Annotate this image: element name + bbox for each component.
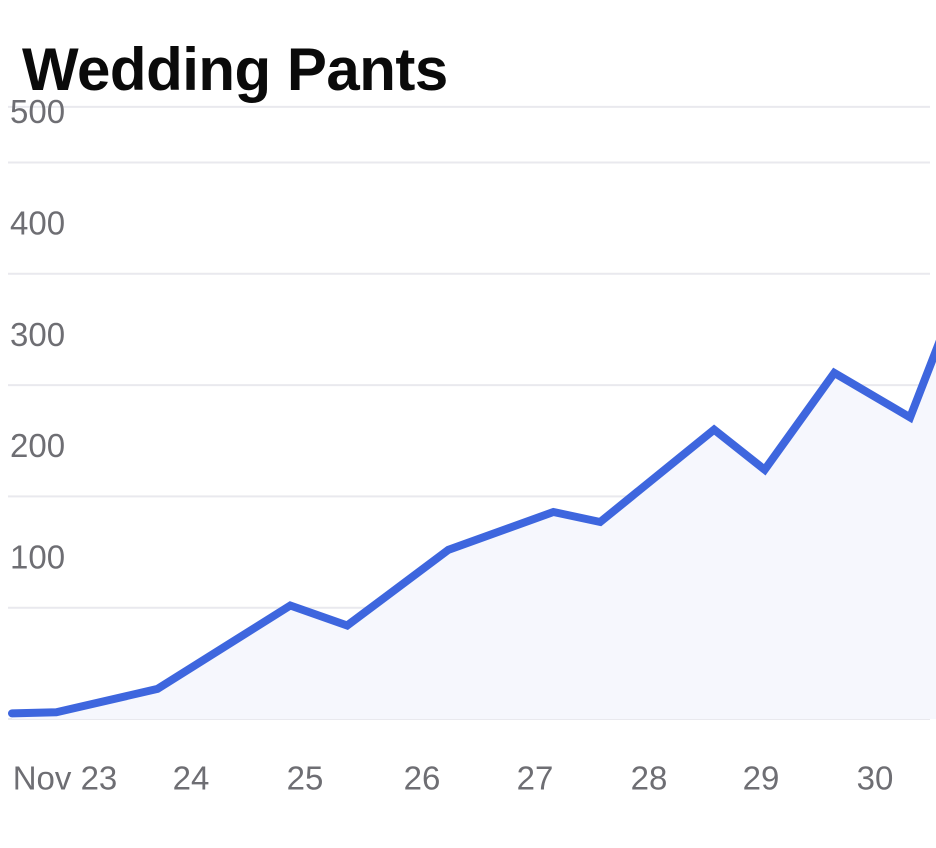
series-path [8,339,936,718]
y-tick-label: 500 [10,93,65,130]
x-tick-label: 30 [857,760,894,797]
chart-title: Wedding Pants [22,36,448,103]
y-tick-label: 400 [10,205,65,242]
y-axis-ticks: 100 200 300 400 500 [10,93,65,575]
x-axis-ticks: Nov 23 24 25 26 27 28 29 30 [13,760,894,797]
x-tick-label: 26 [404,760,441,797]
series-area [12,350,936,719]
area-fill [12,350,936,719]
series-line [8,339,936,718]
x-tick-label: 28 [631,760,668,797]
x-tick-label: 24 [173,760,210,797]
x-tick-label: Nov 23 [13,760,118,797]
x-tick-label: 27 [517,760,554,797]
y-tick-label: 200 [10,427,65,464]
x-tick-label: 29 [743,760,780,797]
y-tick-label: 100 [10,538,65,575]
x-tick-label: 25 [287,760,324,797]
y-tick-label: 300 [10,316,65,353]
